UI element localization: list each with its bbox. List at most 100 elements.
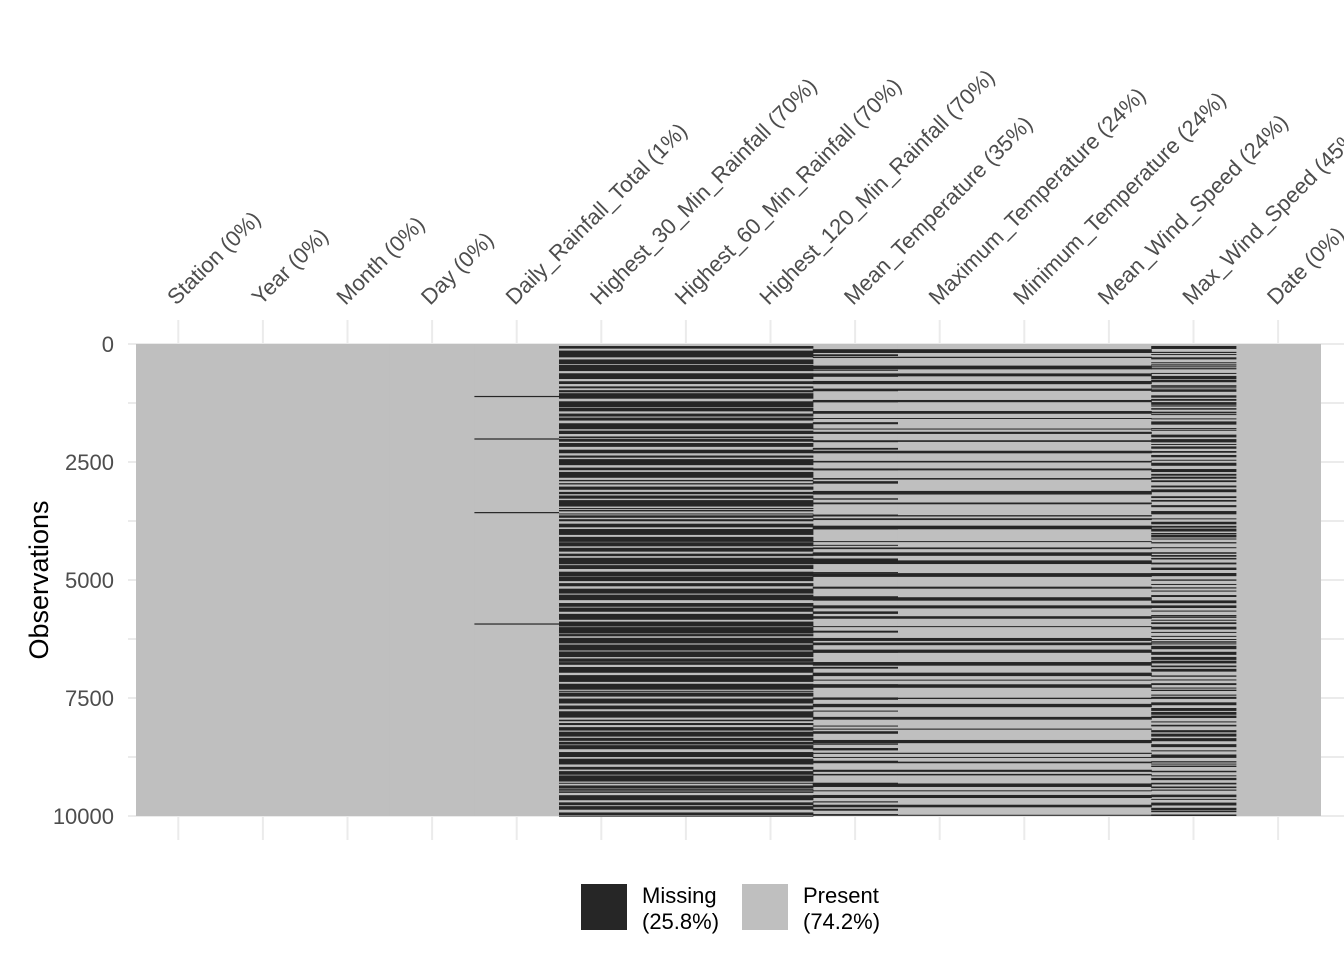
missing-run: [559, 795, 814, 801]
missing-run: [1151, 389, 1237, 392]
missing-run: [559, 594, 814, 601]
missing-run: [1151, 789, 1237, 791]
missing-run: [559, 430, 814, 435]
missing-run: [1151, 802, 1237, 806]
missing-run: [1151, 615, 1237, 617]
present-block: [474, 344, 560, 816]
missing-run: [559, 802, 814, 806]
x-tick-label: Month (0%): [331, 211, 429, 309]
missing-run: [1151, 434, 1237, 438]
missing-run: [1151, 418, 1237, 420]
missing-run: [812, 637, 1152, 641]
missing-run: [559, 775, 814, 782]
missing-run: [812, 515, 1152, 517]
missing-run: [1151, 421, 1237, 425]
y-tick-label: 10000: [53, 804, 114, 829]
missing-run: [812, 743, 898, 745]
missing-run: [812, 630, 898, 633]
missing-run: [1151, 619, 1237, 621]
missing-run: [812, 752, 1152, 754]
missing-run: [812, 552, 898, 554]
missing-run: [559, 529, 814, 535]
missing-run: [559, 500, 814, 507]
missing-run: [812, 558, 898, 561]
missing-run: [1151, 364, 1237, 366]
missing-run: [1151, 385, 1237, 387]
missing-run: [812, 572, 898, 574]
missing-run: [559, 536, 814, 542]
missing-run: [1151, 687, 1237, 689]
missing-run: [812, 697, 898, 700]
legend-label: Missing: [642, 883, 717, 908]
missing-run: [812, 450, 1152, 454]
y-axis-title: Observations: [24, 500, 54, 659]
missing-run: [1151, 446, 1237, 449]
missing-run: [559, 782, 814, 784]
missing-run: [1151, 538, 1237, 540]
missing-run: [1151, 777, 1237, 781]
missing-run: [559, 815, 814, 817]
missing-run: [559, 467, 814, 471]
missing-run: [1151, 459, 1237, 461]
missing-run: [559, 471, 814, 478]
missing-run: [1151, 754, 1237, 758]
missing-run: [812, 388, 1152, 391]
missing-run: [812, 389, 898, 392]
missing-run: [1151, 626, 1237, 630]
missing-run: [1151, 605, 1237, 608]
missing-run: [1151, 807, 1237, 811]
missing-run: [559, 486, 814, 490]
missing-run: [812, 761, 1152, 764]
missing-run: [1151, 485, 1237, 488]
missing-run: [559, 727, 814, 731]
legend-swatch-missing: [581, 884, 627, 930]
missing-run: [1151, 379, 1237, 383]
y-tick-label: 5000: [65, 568, 114, 593]
missing-run: [559, 651, 814, 658]
missing-run: [1151, 711, 1237, 715]
missing-run: [559, 791, 814, 793]
missing-run: [812, 782, 898, 785]
missing-run: [559, 350, 814, 358]
missing-run: [559, 634, 814, 637]
missing-run: [1151, 798, 1237, 800]
missing-run: [812, 684, 1152, 688]
missing-run: [1151, 730, 1237, 733]
missing-run: [559, 436, 814, 439]
missing-run: [812, 399, 1152, 403]
missing-run: [1151, 402, 1237, 405]
missing-run: [559, 401, 814, 408]
missing-run: [559, 553, 814, 557]
present-block: [220, 344, 306, 816]
missing-run: [1151, 562, 1237, 565]
missing-run: [812, 514, 898, 516]
missing-run: [1151, 345, 1237, 349]
missing-run: [559, 386, 814, 389]
missing-run: [559, 373, 814, 380]
missing-run: [559, 519, 814, 522]
missing-run: [1151, 660, 1237, 664]
x-tick-label: Day (0%): [416, 227, 499, 310]
missing-run: [559, 523, 814, 528]
missing-run: [812, 666, 898, 669]
missing-run: [812, 814, 1152, 816]
missing-run: [812, 411, 1152, 414]
missing-run: [559, 443, 814, 447]
missing-run: [1151, 765, 1237, 768]
missing-run: [812, 573, 1152, 577]
missing-run: [1151, 499, 1237, 502]
missing-run: [812, 710, 898, 712]
missing-run: [559, 557, 814, 565]
missing-run: [559, 491, 814, 495]
missing-run: [1151, 715, 1237, 719]
y-tick-label: 7500: [65, 686, 114, 711]
missing-run: [812, 541, 1152, 543]
missing-run: [559, 666, 814, 673]
missing-run: [812, 596, 898, 599]
missing-run: [559, 603, 814, 607]
missing-run: [812, 428, 1152, 430]
missing-run: [1151, 631, 1237, 633]
missing-run: [812, 380, 1152, 385]
missing-run: [559, 576, 814, 582]
missing-run: [812, 794, 1152, 799]
